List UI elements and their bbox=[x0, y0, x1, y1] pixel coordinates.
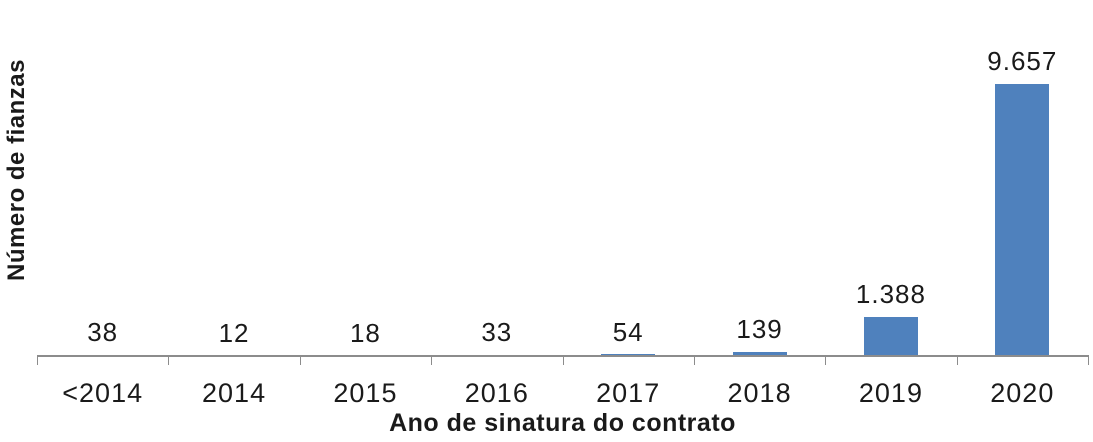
y-axis-title: Número de fianzas bbox=[3, 59, 30, 281]
x-tick-label: <2014 bbox=[62, 378, 144, 408]
bar-group: 18 bbox=[300, 40, 431, 356]
bar bbox=[863, 316, 918, 356]
bar-value-label: 1.388 bbox=[855, 279, 926, 310]
axis-tick bbox=[564, 357, 695, 365]
bar bbox=[995, 84, 1050, 356]
axis-tick bbox=[958, 357, 1089, 365]
bar-value-label: 38 bbox=[87, 317, 119, 348]
x-tick-label: 2015 bbox=[333, 378, 398, 408]
bar-group: 33 bbox=[431, 40, 562, 356]
bar-group: 1.388 bbox=[825, 40, 956, 356]
bar-value-label: 18 bbox=[349, 317, 381, 348]
bar-value-label: 12 bbox=[218, 317, 250, 348]
axis-tick bbox=[301, 357, 433, 365]
x-tick-label: 2020 bbox=[990, 378, 1055, 408]
axis-tick bbox=[695, 357, 827, 365]
bar-group: 12 bbox=[168, 40, 299, 356]
x-axis-title: Ano de sinatura do contrato bbox=[389, 409, 736, 437]
bar-group: 139 bbox=[694, 40, 825, 356]
x-tick-label: 2016 bbox=[464, 378, 529, 408]
axis-tick bbox=[826, 357, 958, 365]
bar bbox=[732, 352, 787, 356]
bar-group: 9.657 bbox=[957, 40, 1088, 356]
x-tick-label: 2018 bbox=[727, 378, 792, 408]
plot-area: 38 12 18 33 54 139 1.388 9.657 bbox=[37, 40, 1088, 356]
axis-tick bbox=[38, 357, 170, 365]
bar-value-label: 54 bbox=[612, 316, 644, 347]
bar-group: 38 bbox=[37, 40, 168, 356]
bar-value-label: 139 bbox=[736, 314, 783, 345]
x-tick-label: 2017 bbox=[596, 378, 661, 408]
bar-group: 54 bbox=[563, 40, 694, 356]
x-axis-tick-labels: <2014 2014 2015 2016 2017 2018 2019 2020 bbox=[37, 378, 1088, 409]
x-tick-label: 2019 bbox=[858, 378, 923, 408]
axis-tick bbox=[432, 357, 564, 365]
bar-value-label: 9.657 bbox=[987, 46, 1058, 77]
x-tick-label: 2014 bbox=[202, 378, 267, 408]
x-axis-line bbox=[37, 355, 1089, 365]
bar-value-label: 33 bbox=[481, 317, 513, 348]
axis-tick bbox=[169, 357, 301, 365]
